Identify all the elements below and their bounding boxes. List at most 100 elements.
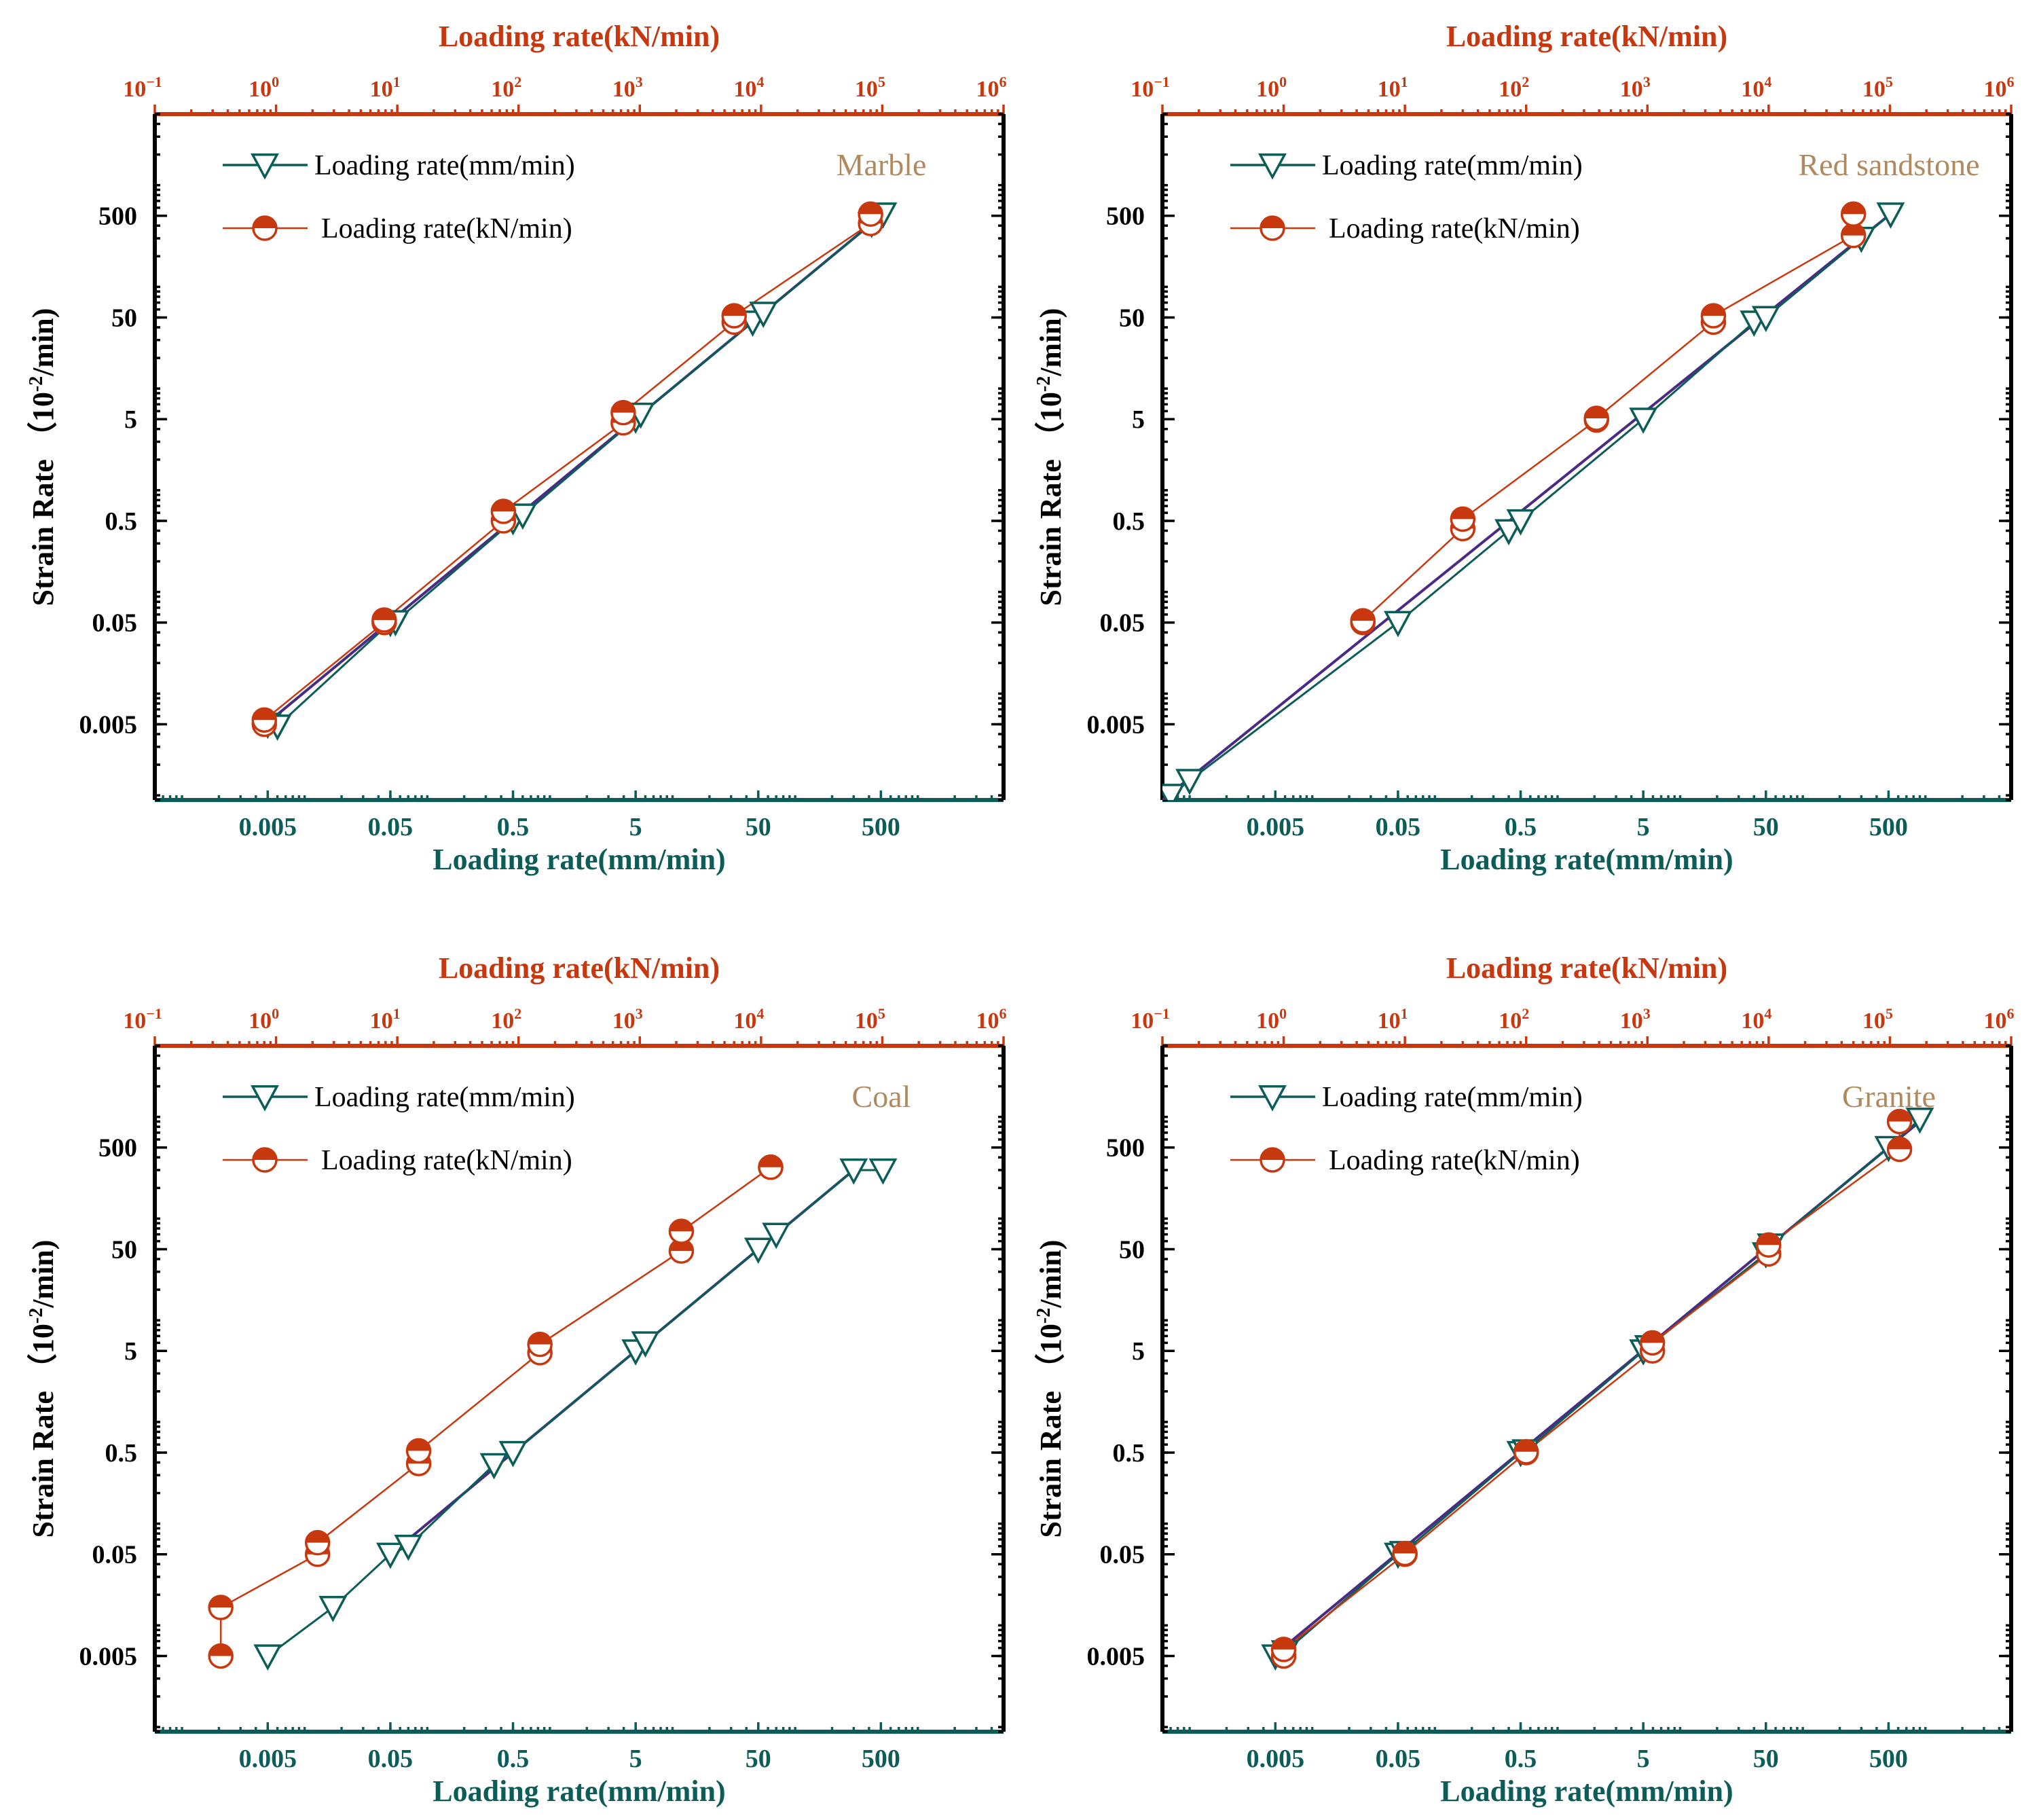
mm-data-point <box>498 1440 528 1468</box>
half-circle-fill <box>253 1148 276 1160</box>
mm-data-point <box>1383 611 1412 638</box>
bottom-axis-title: Loading rate(mm/min) <box>433 843 725 876</box>
left-tick-label: 0.05 <box>92 1541 138 1569</box>
bottom-axis-title: Loading rate(mm/min) <box>1440 843 1733 876</box>
legend-item-mm: Loading rate(mm/min) <box>223 150 575 181</box>
mm-data-point <box>1629 407 1658 434</box>
left-tick-label: 0.5 <box>1113 507 1145 536</box>
kn-data-point <box>1450 506 1476 532</box>
top-tick-label: 100 <box>1256 1005 1287 1034</box>
mm-data-point <box>375 1542 405 1569</box>
kn-data-point <box>1840 201 1867 227</box>
top-tick-label: 102 <box>1499 1005 1529 1034</box>
legend-label-mm: Loading rate(mm/min) <box>314 1082 575 1113</box>
mm-data-point <box>1162 784 1186 800</box>
mm-data-point <box>762 1222 791 1250</box>
mm-series-line <box>268 213 884 727</box>
kn-data-point <box>1756 1232 1782 1258</box>
top-tick-label: 103 <box>1620 1005 1651 1034</box>
top-tick-label: 101 <box>1378 1005 1408 1034</box>
legend-label-kn: Loading rate(kN/min) <box>1329 213 1580 244</box>
kn-data-point <box>527 1331 553 1358</box>
kn-data-point <box>1392 1540 1418 1567</box>
kn-series-line <box>263 214 872 725</box>
kn-data-point <box>668 1238 695 1264</box>
legend-item-kn: Loading rate(kN/min) <box>223 213 572 244</box>
kn-data-point <box>304 1529 331 1556</box>
mm-series-line <box>1170 213 1892 797</box>
left-tick-label: 0.05 <box>1100 609 1145 638</box>
left-axis-title: Strain Rate （10-2/min) <box>26 308 60 606</box>
left-tick-label: 5 <box>1132 1337 1145 1366</box>
legend-item-mm: Loading rate(mm/min) <box>223 1082 575 1113</box>
top-tick-label: 105 <box>1862 73 1893 102</box>
left-tick-label: 500 <box>1106 1134 1145 1163</box>
left-tick-label: 5 <box>124 1337 137 1366</box>
left-tick-label: 500 <box>98 202 137 231</box>
kn-data-point <box>610 399 636 426</box>
top-tick-label: 105 <box>1862 1005 1893 1034</box>
data-layer <box>1261 1107 1934 1671</box>
triangle-down-icon <box>1258 1085 1287 1112</box>
legend-label-kn: Loading rate(kN/min) <box>1329 1145 1580 1176</box>
legend-item-kn: Loading rate(kN/min) <box>1230 213 1580 244</box>
kn-data-point <box>371 607 397 633</box>
material-label: Coal <box>852 1079 911 1114</box>
top-tick-label: 106 <box>976 1005 1007 1034</box>
kn-data-point <box>208 1595 234 1620</box>
kn-data-point <box>405 1438 432 1464</box>
bottom-tick-label: 0.05 <box>368 1745 414 1773</box>
bottom-axis-title: Loading rate(mm/min) <box>1440 1774 1733 1808</box>
kn-data-point <box>251 707 278 733</box>
top-tick-label: 102 <box>491 1005 521 1034</box>
left-tick-label: 0.5 <box>1113 1439 1145 1468</box>
left-tick-label: 50 <box>111 1235 137 1264</box>
half-circle-fill <box>253 217 276 228</box>
top-tick-label: 106 <box>1984 1005 2015 1034</box>
top-tick-label: 10−1 <box>123 73 162 102</box>
left-tick-label: 0.005 <box>1087 710 1145 739</box>
material-label: Granite <box>1842 1079 1936 1114</box>
left-axis-title: Strain Rate （10-2/min) <box>26 1240 60 1538</box>
mm-data-point <box>839 1158 868 1185</box>
top-tick-label: 10−1 <box>1131 73 1170 102</box>
legend-item-mm: Loading rate(mm/min) <box>1230 150 1583 181</box>
fit-line <box>1162 209 1896 800</box>
top-tick-label: 10−1 <box>123 1005 162 1034</box>
legend-label-kn: Loading rate(kN/min) <box>321 1145 572 1176</box>
bottom-tick-label: 500 <box>862 1745 900 1773</box>
left-tick-label: 0.05 <box>1100 1541 1145 1569</box>
top-tick-label: 100 <box>1256 73 1287 102</box>
top-tick-label: 101 <box>370 1005 401 1034</box>
kn-data-point <box>1700 303 1727 329</box>
bottom-tick-label: 500 <box>1869 1745 1908 1773</box>
top-tick-label: 100 <box>249 1005 279 1034</box>
kn-data-point <box>1639 1330 1666 1356</box>
top-tick-label: 104 <box>1741 73 1771 102</box>
mm-data-point <box>1506 509 1535 536</box>
kn-data-point <box>858 201 883 227</box>
bottom-tick-label: 50 <box>746 1745 771 1773</box>
kn-data-point <box>1840 223 1867 249</box>
left-tick-label: 0.005 <box>1087 1642 1145 1671</box>
bottom-tick-label: 500 <box>1869 813 1908 841</box>
mm-data-point <box>749 302 778 328</box>
top-tick-label: 102 <box>1499 73 1529 102</box>
data-layer <box>251 201 898 741</box>
mm-data-point <box>1751 306 1780 333</box>
plot-panel-4: 10−1 100 101 102 103 104 105 106 Loading rate(kN… <box>1033 951 2015 1808</box>
left-tick-label: 0.05 <box>92 609 138 638</box>
top-tick-label: 100 <box>249 73 279 102</box>
bottom-tick-label: 0.05 <box>1376 1745 1421 1773</box>
top-tick-label: 104 <box>733 1005 764 1034</box>
left-tick-label: 5 <box>124 405 137 434</box>
top-tick-label: 101 <box>370 73 401 102</box>
bottom-tick-label: 5 <box>1637 813 1650 841</box>
triangle-down-icon <box>251 1085 279 1112</box>
kn-data-point <box>1513 1438 1539 1465</box>
bottom-tick-label: 50 <box>746 813 771 841</box>
bottom-tick-label: 0.005 <box>1247 1745 1305 1773</box>
left-tick-label: 0.005 <box>79 1642 138 1671</box>
legend-label-mm: Loading rate(mm/min) <box>1322 1082 1583 1113</box>
bottom-tick-label: 0.5 <box>497 1745 530 1773</box>
